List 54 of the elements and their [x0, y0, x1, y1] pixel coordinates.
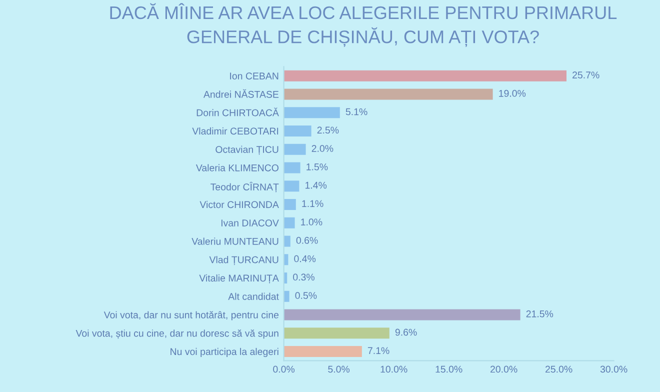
y-tick-label: Nu voi participa la alegeri [170, 348, 278, 357]
data-label: 2.5% [317, 126, 339, 134]
data-label: 5.1% [346, 108, 368, 116]
x-tick-label: 5.0% [328, 366, 350, 373]
bar [284, 70, 566, 82]
x-tick-label: 20.0% [490, 366, 518, 373]
chart-title: DACĂ MÎINE AR AVEA LOC ALEGERILE PENTRU PRIMARUL GENERAL DE CHIȘINĂU, CUM AȚI VOTA? [110, 3, 617, 47]
y-tick-label: Dorin CHIRTOACĂ [196, 108, 279, 116]
y-tick-label: Vlad ȚURCANU [209, 256, 278, 266]
bar [284, 125, 312, 136]
bar [284, 88, 493, 100]
bar [284, 107, 340, 118]
data-label: 1.4% [305, 182, 327, 189]
y-tick-label: Andrei NĂSTASE [203, 89, 279, 98]
y-tick-label: Alt candidat [228, 292, 279, 300]
data-label: 1.5% [306, 163, 328, 170]
x-tick-label: 10.0% [380, 366, 408, 373]
y-tick-label: Ion CEBAN [230, 72, 278, 80]
x-tick-label: 15.0% [436, 366, 462, 373]
x-tick-label: 30.0% [600, 366, 628, 373]
data-label: 7.1% [368, 347, 390, 354]
data-label: 21.5% [526, 310, 554, 318]
bar [284, 309, 520, 320]
y-tick-label: Octavian ȚICU [216, 146, 278, 155]
data-label: 0.6% [296, 236, 318, 244]
bar [284, 217, 295, 228]
data-label: 1.1% [302, 200, 324, 208]
y-tick-label: Ivan DIACOV [221, 220, 279, 226]
y-tick-label: Voi vota, știu cu cine, dar nu doresc să vă spun [76, 329, 278, 339]
data-label: 19.0% [499, 90, 526, 97]
data-label: 9.6% [395, 328, 417, 336]
bar [284, 144, 306, 155]
data-label: 2.0% [312, 145, 334, 152]
x-tick-label: 0.0% [273, 366, 295, 373]
y-tick-label: Vladimir CEBOTARI [192, 127, 278, 135]
y-tick-label: Teodor CÎRNAȚ [210, 182, 279, 192]
data-label: 0.3% [293, 274, 314, 281]
x-tick-label: 25.0% [546, 366, 572, 373]
bar [284, 162, 300, 174]
y-tick-label: Vitalie MARINUȚA [199, 274, 279, 284]
bar [284, 328, 390, 339]
data-label: 1.0% [301, 218, 322, 226]
bar [284, 236, 290, 247]
bar [284, 346, 362, 357]
y-tick-label: Valeria KLIMENCO [196, 164, 278, 172]
data-label: 0.5% [295, 292, 317, 299]
y-tick-label: Valeriu MUNTEANU [192, 238, 278, 245]
y-tick-label: Victor CHIRONDA [200, 200, 279, 208]
bar [284, 290, 290, 302]
data-label: 0.4% [294, 255, 316, 262]
bar [284, 198, 296, 210]
y-tick-label: Voi vota, dar nu sunt hotărât, pentru cine [104, 311, 279, 320]
data-label: 25.7% [572, 72, 600, 78]
bar [284, 180, 300, 192]
